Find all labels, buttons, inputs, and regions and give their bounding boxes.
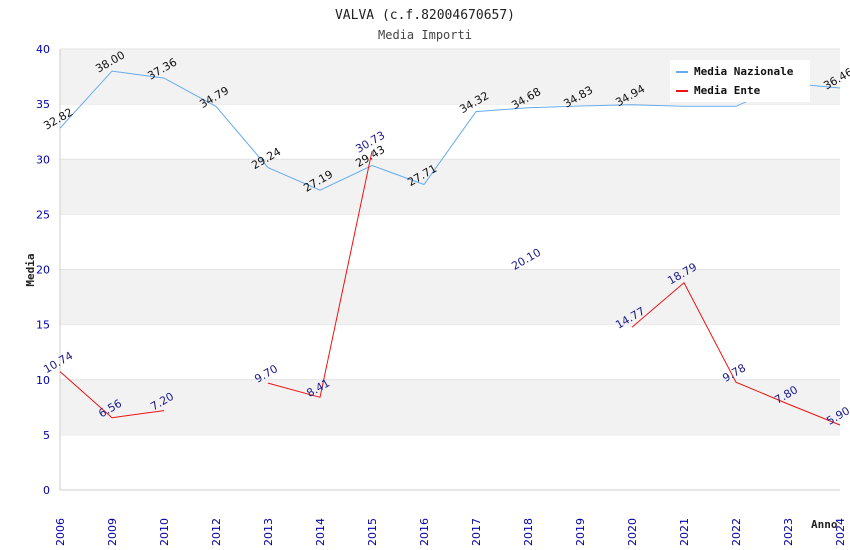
data-label-ente: 10.74: [41, 349, 75, 376]
y-tick-label: 5: [43, 429, 50, 442]
x-tick-label: 2013: [262, 518, 275, 546]
x-tick-label: 2020: [626, 518, 639, 546]
x-tick-label: 2014: [314, 518, 327, 546]
series-line-media-ente: [631, 282, 841, 426]
grid-band: [60, 379, 840, 435]
legend-box: [670, 60, 810, 102]
y-tick-label: 15: [36, 319, 50, 332]
x-tick-label: 2012: [210, 518, 223, 546]
y-tick-label: 35: [36, 98, 50, 111]
x-tick-label: 2017: [470, 518, 483, 546]
x-tick-label: 2021: [678, 518, 691, 546]
series-lines: [59, 70, 841, 426]
series-line-media-ente: [267, 151, 373, 398]
y-tick-label: 25: [36, 208, 50, 221]
axes: 0 5 10 15 20 25 30 35 40 2006 2009 2010 2012 2013 2014…: [36, 43, 847, 546]
x-tick-label: 2023: [782, 518, 795, 546]
x-tick-label: 2019: [574, 518, 587, 546]
data-label-ente: 20.10: [509, 246, 543, 273]
x-tick-label: 2015: [366, 518, 379, 546]
x-tick-label: 2010: [158, 518, 171, 546]
y-tick-label: 0: [43, 484, 50, 497]
x-tick-label: 2009: [106, 518, 119, 546]
x-tick-label: 2018: [522, 518, 535, 546]
y-tick-label: 30: [36, 153, 50, 166]
chart-subtitle: Media Importi: [378, 28, 472, 42]
series-line-media-nazionale: [59, 70, 841, 191]
y-tick-label: 40: [36, 43, 50, 56]
y-tick-label: 20: [36, 264, 50, 277]
grid-band: [60, 159, 840, 215]
x-tick-label: 2024: [834, 518, 847, 546]
grid-bands: [60, 48, 840, 436]
legend-label-ente: Media Ente: [694, 84, 761, 97]
x-tick-label: 2022: [730, 518, 743, 546]
legend: Media Nazionale Media Ente: [670, 60, 810, 102]
series-line-media-ente: [59, 371, 165, 419]
legend-label-nazionale: Media Nazionale: [694, 65, 794, 78]
x-axis-label: Anno: [811, 518, 838, 531]
chart-title: VALVA (c.f.82004670657): [335, 8, 515, 23]
x-tick-label: 2016: [418, 518, 431, 546]
y-tick-label: 10: [36, 374, 50, 387]
x-tick-label: 2006: [54, 518, 67, 546]
grid-band: [60, 269, 840, 325]
y-axis-label: Media: [24, 253, 37, 286]
